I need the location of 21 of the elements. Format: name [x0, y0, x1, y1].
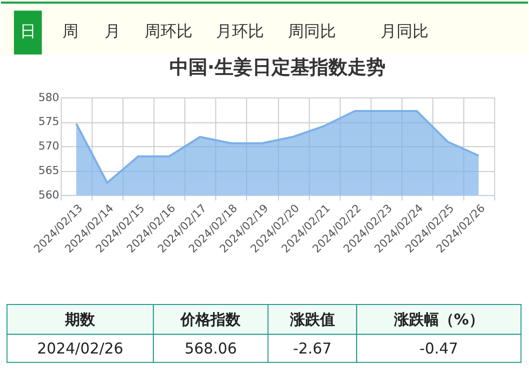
text: 周同比 [288, 22, 336, 41]
text: 568.06 [184, 339, 237, 358]
text: 涨跌幅（%） [392, 310, 484, 328]
text: 涨跌值 [288, 310, 335, 328]
text: 月 [104, 22, 121, 41]
y-tick-label: 560 [38, 188, 60, 202]
y-tick-label: 570 [38, 140, 60, 153]
text: 月环比 [216, 22, 264, 41]
text: -2.67 [292, 339, 332, 358]
text: 周 [62, 22, 79, 41]
text: 日 [20, 22, 36, 41]
text: 2024/02/26 [37, 339, 124, 358]
text: -0.47 [420, 339, 458, 358]
text: 期数 [64, 310, 96, 328]
y-tick-label: 565 [38, 164, 60, 178]
text: 月同比 [380, 22, 428, 41]
text: 周环比 [144, 22, 192, 41]
text: 价格指数 [180, 310, 242, 328]
y-tick-label: 580 [38, 90, 60, 104]
chart-title: 中国·生姜日定基指数走势 [169, 56, 386, 78]
y-tick-label: 575 [38, 115, 60, 128]
